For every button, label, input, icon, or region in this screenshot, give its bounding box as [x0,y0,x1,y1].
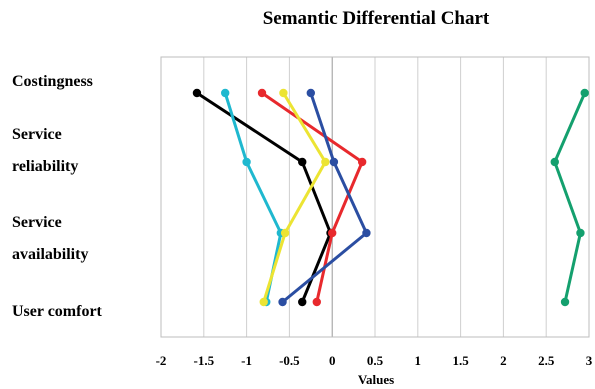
data-point [298,157,307,167]
series-line [281,91,368,304]
data-point [242,157,251,167]
data-point [221,88,230,98]
series-line [195,91,332,304]
data-point [257,88,267,98]
category-label-service-availability: Service availability [12,212,88,266]
data-point [550,157,559,167]
category-label-user-comfort: User comfort [12,301,102,323]
x-axis-label: Values [357,372,395,387]
data-point [312,297,321,307]
category-label-line: availability [12,246,89,263]
series-line [260,91,364,304]
x-tick-label: 0.5 [367,353,384,368]
data-point [321,157,330,167]
plot-frame [160,56,590,338]
data-point [576,228,585,238]
data-point [278,297,287,307]
data-point [306,88,315,98]
x-tick-label: -2 [156,353,167,368]
category-label-line: User comfort [12,303,102,320]
x-tick-label: 2 [500,353,507,368]
x-tick-label: 2.5 [538,353,555,368]
x-tick-label: 1.5 [452,353,469,368]
category-label-line: reliability [12,158,79,175]
chart-title: Semantic Differential Chart [262,8,490,29]
x-tick-label: -0.5 [279,353,300,368]
series-line [553,91,587,304]
data-point [329,157,339,167]
category-label-service-reliability: Service reliability [12,124,78,178]
x-tick-label: 3 [586,353,593,368]
x-tick-label: -1.5 [194,353,215,368]
x-tick-label: 1 [415,353,422,368]
category-label-costingness: Costingness [12,71,93,93]
data-point [280,228,290,238]
data-point [192,88,202,98]
series-line [262,91,327,304]
x-tick-label: 0 [329,353,336,368]
data-point [279,88,288,98]
category-label-line: Service [12,214,62,231]
data-point [357,157,367,167]
category-label-line: Service [12,126,62,143]
data-point [362,228,371,238]
data-point [580,88,589,98]
data-point [259,297,268,307]
data-point [298,297,307,307]
data-point [560,297,570,307]
data-point [328,228,337,238]
x-tick-label: -1 [241,353,252,368]
category-label-line: Costingness [12,73,93,90]
